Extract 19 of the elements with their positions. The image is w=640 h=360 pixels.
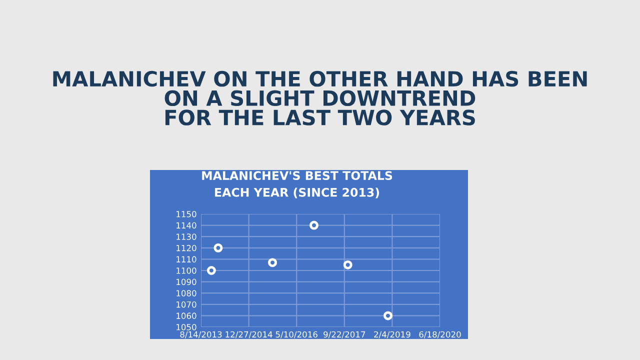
y-tick-label: 1060 <box>176 312 196 319</box>
y-tick-label: 1130 <box>176 234 196 240</box>
y-tick-label: 1080 <box>176 290 196 296</box>
y-tick-label: 1120 <box>176 244 196 252</box>
x-tick-label: 9/22/2017 <box>324 331 366 338</box>
x-tick-label: 2/4/2019 <box>374 331 410 338</box>
x-tick-label: 12/27/2014 <box>226 331 272 338</box>
chart-title: MALANICHEV'S BEST TOTALS EACH YEAR (SINCE 2013) <box>202 171 392 198</box>
x-tick-label: 5/10/2016 <box>276 331 318 338</box>
y-tick-label: 1110 <box>176 256 196 262</box>
y-tick-label: 1090 <box>176 278 196 286</box>
y-tick-label: 1140 <box>176 222 196 229</box>
y-tick-label: 1050 <box>176 324 196 330</box>
y-tick-label: 1150 <box>176 210 196 218</box>
y-tick-label: 1100 <box>176 267 196 274</box>
text: MALANICHEV ON THE OTHER HAND HAS BEEN ON A SLIGHT DOWNTREND FOR THE LAST TWO YEARS <box>53 70 587 126</box>
y-tick-label: 1070 <box>176 301 196 308</box>
x-tick-label: 6/18/2020 <box>419 331 461 338</box>
x-tick-label: 8/14/2013 <box>180 331 222 338</box>
